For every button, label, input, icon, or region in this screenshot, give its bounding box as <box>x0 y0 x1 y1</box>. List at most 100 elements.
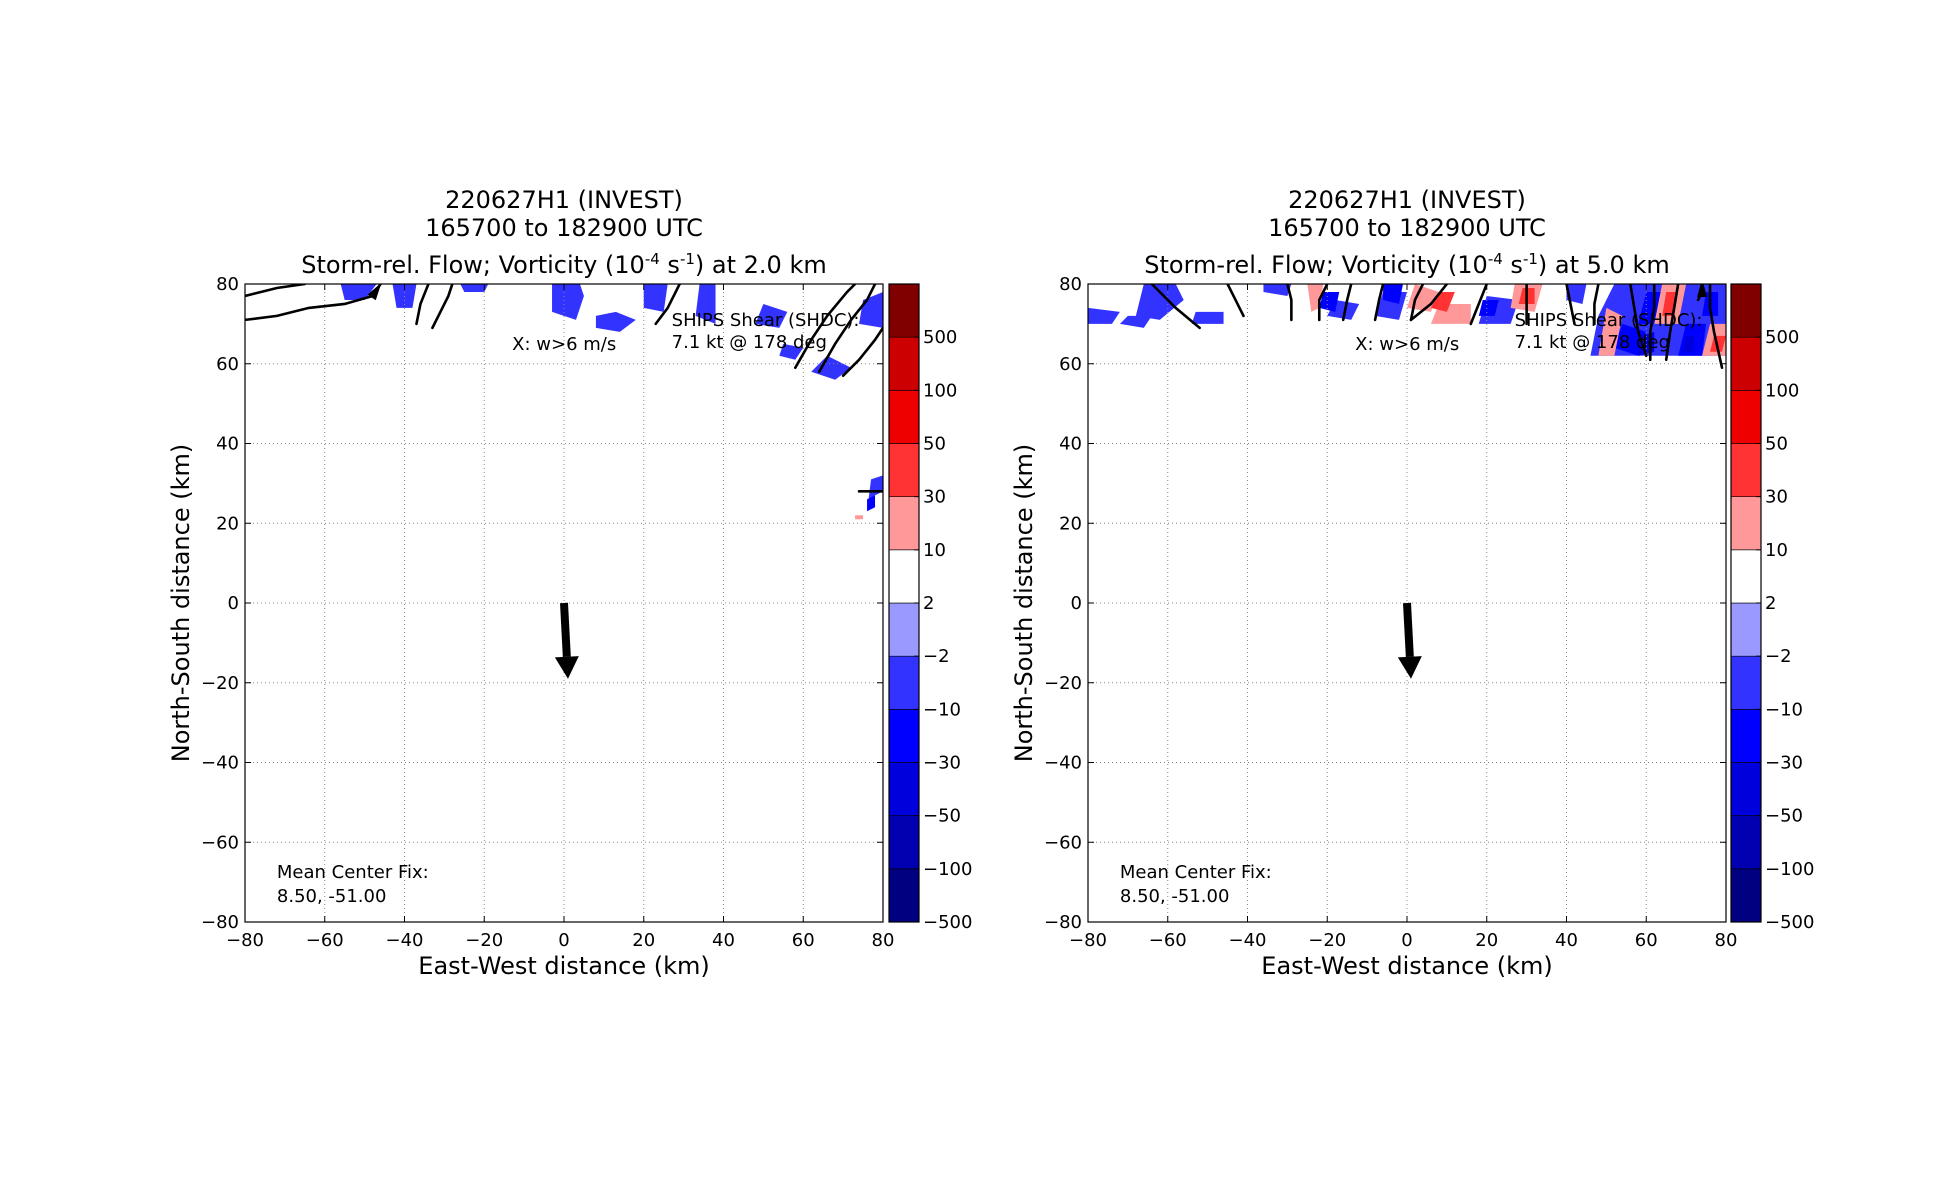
center-fix-line1: Mean Center Fix: <box>1120 862 1272 883</box>
colorbar-tick-label: 100 <box>923 380 957 401</box>
vorticity-region <box>1478 299 1499 316</box>
x-tick-label: 20 <box>1475 930 1498 951</box>
y-tick-label: −20 <box>201 673 239 694</box>
vorticity-region <box>711 284 740 340</box>
title-part: s <box>660 251 680 279</box>
y-tick-label: 20 <box>1059 513 1082 534</box>
y-tick-label: −20 <box>1044 673 1082 694</box>
colorbar-segment <box>1730 443 1762 497</box>
x-tick-label: −60 <box>1149 930 1187 951</box>
vorticity-region <box>1119 315 1152 328</box>
colorbar-segment <box>888 655 920 710</box>
streamline <box>431 284 454 330</box>
colorbar: −500 −100 −50 −30 −10 −2 2 10 30 50 100 500 <box>1730 283 1814 933</box>
colorbar-segment <box>1730 336 1762 391</box>
vorticity-region <box>404 284 449 316</box>
colorbar-tick-label: 10 <box>923 540 946 561</box>
y-tick-label: −60 <box>1044 832 1082 853</box>
marker-legend-text: X: w>6 m/s <box>512 334 616 355</box>
vorticity-region <box>1135 284 1184 320</box>
streamline <box>1593 284 1600 326</box>
x-tick-label: −20 <box>465 930 503 951</box>
vorticity-region <box>1319 291 1340 312</box>
colorbar-segment <box>888 443 920 497</box>
vorticity-region <box>1598 307 1623 356</box>
x-tick-label: 60 <box>1635 930 1658 951</box>
colorbar-segment <box>1730 762 1762 816</box>
vorticity-region <box>392 284 417 308</box>
y-tick-label: −40 <box>201 753 239 774</box>
vorticity-region <box>1088 307 1120 324</box>
colorbar-tick-label: −500 <box>923 912 972 933</box>
shear-text-line1: SHIPS Shear (SHDC): <box>672 310 860 331</box>
colorbar-tick-label: 100 <box>1765 380 1799 401</box>
streamline <box>1648 284 1656 362</box>
streamline <box>1708 284 1724 370</box>
streamline <box>793 284 857 370</box>
streamline-arrowhead <box>367 284 382 301</box>
streamline <box>1409 284 1449 322</box>
colorbar-segment <box>1730 602 1762 657</box>
colorbar-segment <box>888 283 920 338</box>
y-axis-label: North-South distance (km) <box>167 444 195 763</box>
streamline <box>1565 284 1576 326</box>
colorbar-tick-label: −50 <box>1765 806 1803 827</box>
x-tick-label: −20 <box>1308 930 1346 951</box>
colorbar: −500 −100 −50 −30 −10 −2 2 10 30 50 100 500 <box>888 283 972 933</box>
vorticity-region <box>1383 284 1404 304</box>
colorbar-segment <box>888 549 920 604</box>
shear-text-line1: SHIPS Shear (SHDC): <box>1515 310 1703 331</box>
streamline <box>1341 284 1353 322</box>
vorticity-region <box>340 284 377 300</box>
vorticity-region <box>867 495 876 512</box>
vorticity-region <box>372 284 397 324</box>
shear-vector-shaft <box>560 602 571 658</box>
x-tick-label: 60 <box>792 930 815 951</box>
colorbar-segment <box>888 390 920 444</box>
chart-title-line3: Storm-rel. Flow; Vorticity (10-4 s-1) at… <box>301 250 826 279</box>
colorbar-segment <box>888 336 920 391</box>
colorbar-segment <box>888 762 920 816</box>
colorbar-segment <box>1730 549 1762 604</box>
vorticity-region <box>1191 311 1224 324</box>
colorbar-segment <box>1730 283 1762 338</box>
shear-text-line2: 7.1 kt @ 178 deg <box>1515 332 1670 353</box>
shear-text-line2: 7.1 kt @ 178 deg <box>672 332 827 353</box>
x-tick-label: 40 <box>712 930 735 951</box>
x-tick-label: 80 <box>872 930 895 951</box>
colorbar-segment <box>1730 815 1762 870</box>
shear-vector-head <box>554 656 579 679</box>
vorticity-region <box>855 515 864 520</box>
colorbar-segment <box>1730 709 1762 763</box>
chart-title-line1: 220627H1 (INVEST) <box>445 186 683 214</box>
x-tick-label: 40 <box>1555 930 1578 951</box>
title-part: ) at 2.0 km <box>695 251 827 279</box>
colorbar-segment <box>888 815 920 870</box>
colorbar-segment <box>888 602 920 657</box>
x-tick-label: −40 <box>1229 930 1267 951</box>
colorbar-tick-label: 2 <box>1765 593 1776 614</box>
vorticity-region <box>595 311 636 332</box>
title-part: -1 <box>680 250 695 268</box>
streamline <box>1286 284 1293 322</box>
shear-vector-shaft <box>1403 602 1414 658</box>
y-tick-label: 40 <box>1059 434 1082 455</box>
shear-vector-head <box>1397 656 1422 679</box>
colorbar-segment <box>1730 655 1762 710</box>
streamline <box>1469 284 1489 326</box>
vorticity-region <box>755 303 788 328</box>
streamline <box>1226 284 1245 318</box>
streamline <box>654 284 681 326</box>
colorbar-segment <box>888 709 920 763</box>
streamline <box>817 284 877 374</box>
x-tick-label: −40 <box>386 930 424 951</box>
colorbar-segment <box>888 496 920 551</box>
vorticity-region <box>1566 284 1587 304</box>
colorbar-tick-label: −30 <box>923 753 961 774</box>
colorbar-tick-label: −2 <box>1765 646 1792 667</box>
colorbar-tick-label: −100 <box>1765 859 1814 880</box>
title-part: -4 <box>645 250 660 268</box>
colorbar-tick-label: 10 <box>1765 540 1788 561</box>
center-fix-line2: 8.50, -51.00 <box>1120 886 1230 907</box>
